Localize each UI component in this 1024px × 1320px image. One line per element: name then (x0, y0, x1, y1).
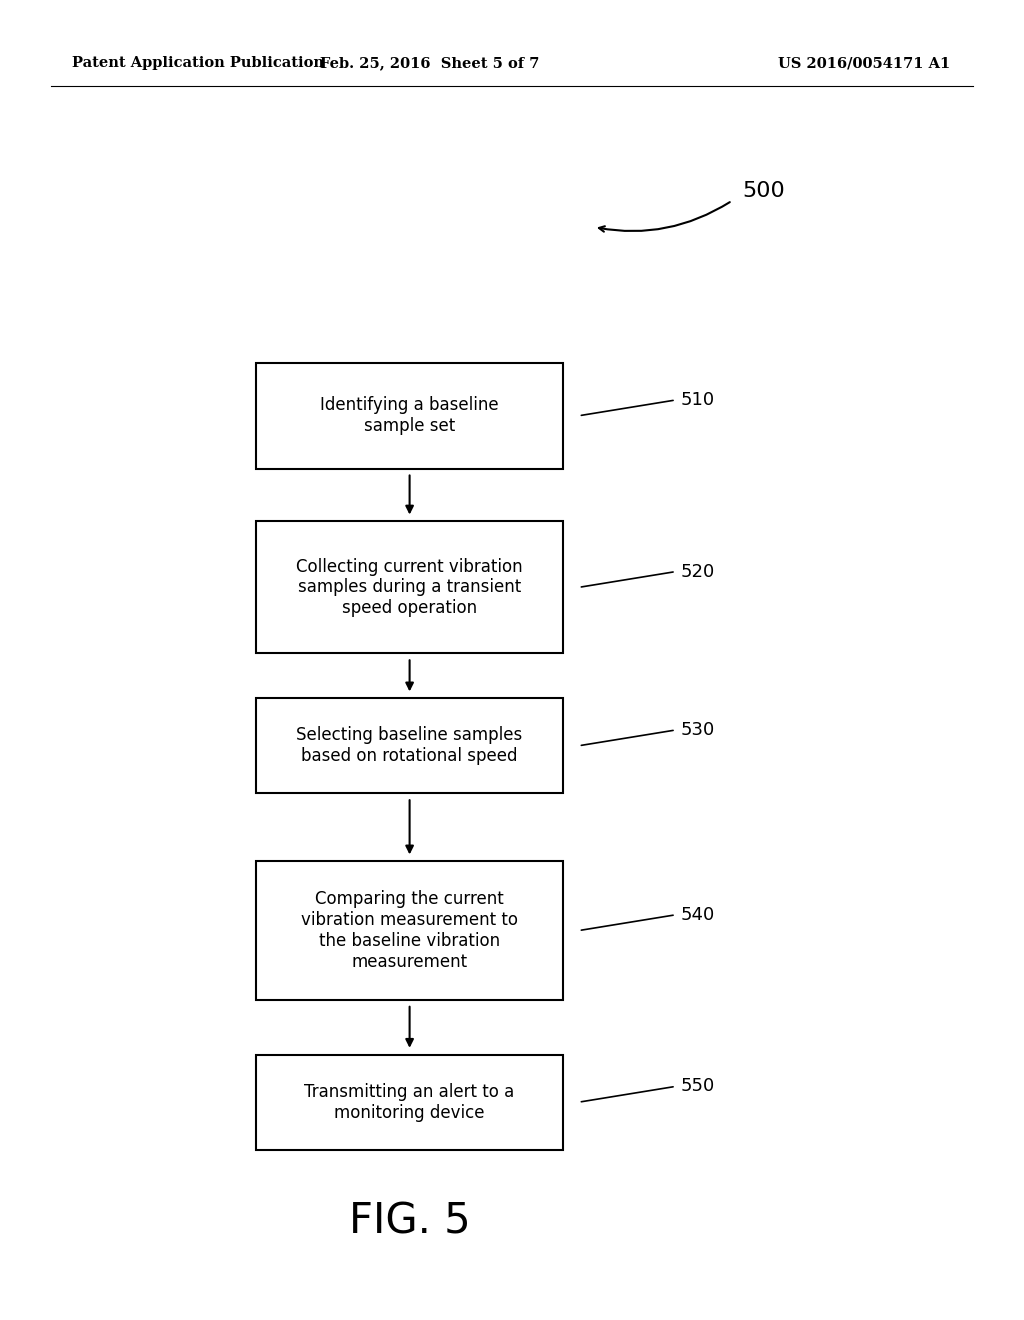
Text: Comparing the current
vibration measurement to
the baseline vibration
measuremen: Comparing the current vibration measurem… (301, 891, 518, 970)
Text: 530: 530 (681, 721, 715, 739)
Text: 550: 550 (681, 1077, 715, 1096)
Text: Collecting current vibration
samples during a transient
speed operation: Collecting current vibration samples dur… (296, 557, 523, 618)
Text: Patent Application Publication: Patent Application Publication (72, 57, 324, 70)
FancyBboxPatch shape (256, 521, 563, 653)
Text: Selecting baseline samples
based on rotational speed: Selecting baseline samples based on rota… (297, 726, 522, 766)
Text: 510: 510 (681, 391, 715, 409)
Text: Feb. 25, 2016  Sheet 5 of 7: Feb. 25, 2016 Sheet 5 of 7 (321, 57, 540, 70)
Text: FIG. 5: FIG. 5 (349, 1200, 470, 1242)
Text: Identifying a baseline
sample set: Identifying a baseline sample set (321, 396, 499, 436)
Text: 540: 540 (681, 906, 715, 924)
Text: 520: 520 (681, 562, 715, 581)
FancyBboxPatch shape (256, 363, 563, 469)
Text: 500: 500 (742, 181, 785, 202)
FancyBboxPatch shape (256, 862, 563, 1001)
FancyBboxPatch shape (256, 1055, 563, 1150)
FancyBboxPatch shape (256, 698, 563, 793)
Text: Transmitting an alert to a
monitoring device: Transmitting an alert to a monitoring de… (304, 1082, 515, 1122)
Text: US 2016/0054171 A1: US 2016/0054171 A1 (778, 57, 950, 70)
